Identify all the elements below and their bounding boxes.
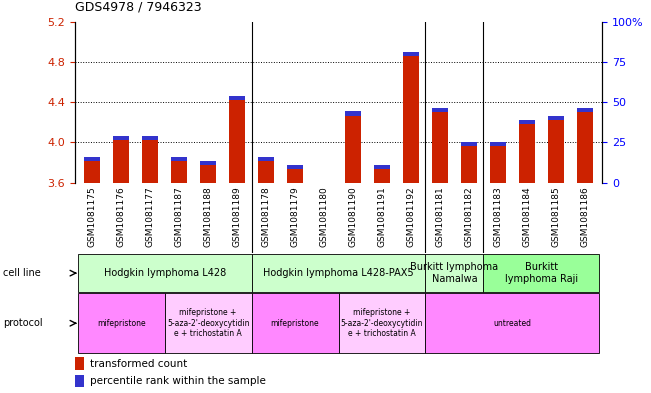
Text: GSM1081184: GSM1081184 bbox=[522, 186, 531, 247]
Text: Hodgkin lymphoma L428: Hodgkin lymphoma L428 bbox=[104, 268, 226, 278]
Bar bbox=[519, 120, 535, 124]
Bar bbox=[316, 183, 332, 217]
Bar bbox=[490, 147, 506, 183]
Text: GSM1081182: GSM1081182 bbox=[464, 186, 473, 247]
Bar bbox=[229, 96, 245, 100]
Bar bbox=[229, 100, 245, 183]
Bar bbox=[165, 294, 251, 353]
Text: cell line: cell line bbox=[3, 268, 41, 278]
Text: GSM1081191: GSM1081191 bbox=[378, 186, 387, 247]
Bar bbox=[75, 375, 85, 387]
Bar bbox=[519, 124, 535, 183]
Bar bbox=[426, 294, 600, 353]
Text: GSM1081183: GSM1081183 bbox=[493, 186, 503, 247]
Text: GDS4978 / 7946323: GDS4978 / 7946323 bbox=[75, 1, 202, 14]
Bar bbox=[84, 156, 100, 161]
Bar bbox=[287, 165, 303, 169]
Bar bbox=[258, 161, 274, 183]
Text: GSM1081185: GSM1081185 bbox=[551, 186, 561, 247]
Bar bbox=[432, 108, 448, 112]
Text: GSM1081189: GSM1081189 bbox=[232, 186, 242, 247]
Text: GSM1081179: GSM1081179 bbox=[290, 186, 299, 247]
Text: GSM1081187: GSM1081187 bbox=[174, 186, 184, 247]
Bar bbox=[374, 165, 390, 169]
Bar bbox=[345, 111, 361, 116]
Bar bbox=[200, 161, 216, 165]
Bar bbox=[426, 254, 484, 292]
Bar bbox=[339, 294, 426, 353]
Text: untreated: untreated bbox=[493, 319, 531, 328]
Bar bbox=[461, 147, 477, 183]
Text: GSM1081188: GSM1081188 bbox=[204, 186, 213, 247]
Bar bbox=[171, 161, 187, 183]
Text: Burkitt lymphoma
Namalwa: Burkitt lymphoma Namalwa bbox=[410, 263, 499, 284]
Bar bbox=[287, 169, 303, 183]
Text: GSM1081175: GSM1081175 bbox=[88, 186, 97, 247]
Bar bbox=[75, 357, 85, 369]
Text: GSM1081176: GSM1081176 bbox=[117, 186, 126, 247]
Text: GSM1081178: GSM1081178 bbox=[262, 186, 271, 247]
Bar bbox=[316, 212, 332, 217]
Text: mifepristone: mifepristone bbox=[271, 319, 320, 328]
Bar bbox=[345, 116, 361, 183]
Text: GSM1081190: GSM1081190 bbox=[348, 186, 357, 247]
Bar bbox=[403, 56, 419, 183]
Bar bbox=[200, 165, 216, 183]
Bar bbox=[432, 112, 448, 183]
Text: GSM1081180: GSM1081180 bbox=[320, 186, 329, 247]
Bar bbox=[84, 161, 100, 183]
Text: GSM1081177: GSM1081177 bbox=[146, 186, 155, 247]
Text: protocol: protocol bbox=[3, 318, 43, 328]
Bar bbox=[251, 294, 339, 353]
Bar bbox=[251, 254, 426, 292]
Bar bbox=[77, 254, 251, 292]
Text: Burkitt
lymphoma Raji: Burkitt lymphoma Raji bbox=[505, 263, 578, 284]
Bar bbox=[374, 169, 390, 183]
Text: GSM1081186: GSM1081186 bbox=[580, 186, 589, 247]
Text: GSM1081181: GSM1081181 bbox=[436, 186, 445, 247]
Text: mifepristone +
5-aza-2'-deoxycytidin
e + trichostatin A: mifepristone + 5-aza-2'-deoxycytidin e +… bbox=[340, 309, 423, 338]
Bar bbox=[403, 52, 419, 56]
Bar bbox=[142, 136, 158, 140]
Bar bbox=[258, 156, 274, 161]
Bar bbox=[490, 142, 506, 147]
Bar bbox=[484, 254, 600, 292]
Text: GSM1081192: GSM1081192 bbox=[406, 186, 415, 247]
Text: mifepristone: mifepristone bbox=[97, 319, 146, 328]
Bar bbox=[577, 112, 593, 183]
Bar bbox=[113, 136, 129, 140]
Bar bbox=[548, 120, 564, 183]
Bar bbox=[171, 156, 187, 161]
Bar bbox=[77, 294, 165, 353]
Bar bbox=[577, 108, 593, 112]
Bar bbox=[113, 140, 129, 183]
Text: mifepristone +
5-aza-2'-deoxycytidin
e + trichostatin A: mifepristone + 5-aza-2'-deoxycytidin e +… bbox=[167, 309, 249, 338]
Text: Hodgkin lymphoma L428-PAX5: Hodgkin lymphoma L428-PAX5 bbox=[263, 268, 414, 278]
Bar bbox=[548, 116, 564, 120]
Text: transformed count: transformed count bbox=[90, 358, 187, 369]
Bar bbox=[461, 142, 477, 147]
Text: percentile rank within the sample: percentile rank within the sample bbox=[90, 376, 266, 386]
Bar bbox=[142, 140, 158, 183]
